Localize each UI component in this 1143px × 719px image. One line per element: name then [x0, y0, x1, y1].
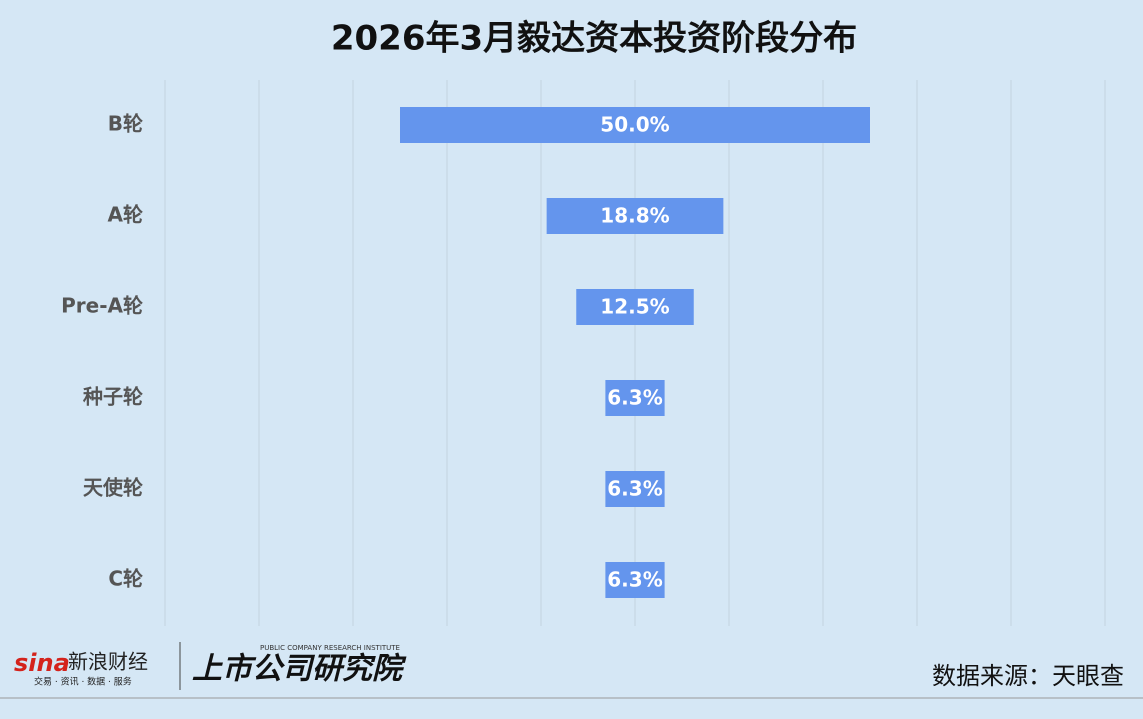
bar	[605, 471, 665, 507]
y-tick-label: Pre-A轮	[61, 294, 143, 318]
data-label: 6.3%	[607, 568, 662, 592]
y-tick-label: 天使轮	[83, 476, 143, 500]
bar	[605, 380, 665, 416]
bar	[605, 562, 665, 598]
y-tick-label: 种子轮	[82, 385, 143, 409]
data-label: 12.5%	[600, 295, 669, 319]
data-label: 18.8%	[600, 204, 669, 228]
bar	[576, 289, 694, 325]
institute: 上市公司研究院	[192, 652, 407, 687]
data-label: 6.3%	[607, 477, 662, 501]
source: 数据来源：天眼查	[932, 662, 1124, 690]
data-label: 6.3%	[607, 386, 662, 410]
footer: sina 新浪财经 交易 · 资讯 · 数据 · 服务 PUBLIC COMPA…	[0, 642, 1143, 699]
y-tick-label: A轮	[108, 203, 143, 227]
bar	[400, 107, 870, 143]
bar	[546, 198, 724, 234]
brand: 新浪财经	[68, 650, 148, 674]
data-label: 50.0%	[600, 113, 669, 137]
y-tick-label: C轮	[108, 567, 143, 591]
y-tick-label: B轮	[108, 112, 143, 136]
institute-en: PUBLIC COMPANY RESEARCH INSTITUTE	[260, 644, 400, 652]
sina-logo: sina	[14, 649, 70, 677]
brand-tagline: 交易 · 资讯 · 数据 · 服务	[34, 676, 132, 688]
chart-title: 2026年3月毅达资本投资阶段分布	[331, 19, 857, 59]
